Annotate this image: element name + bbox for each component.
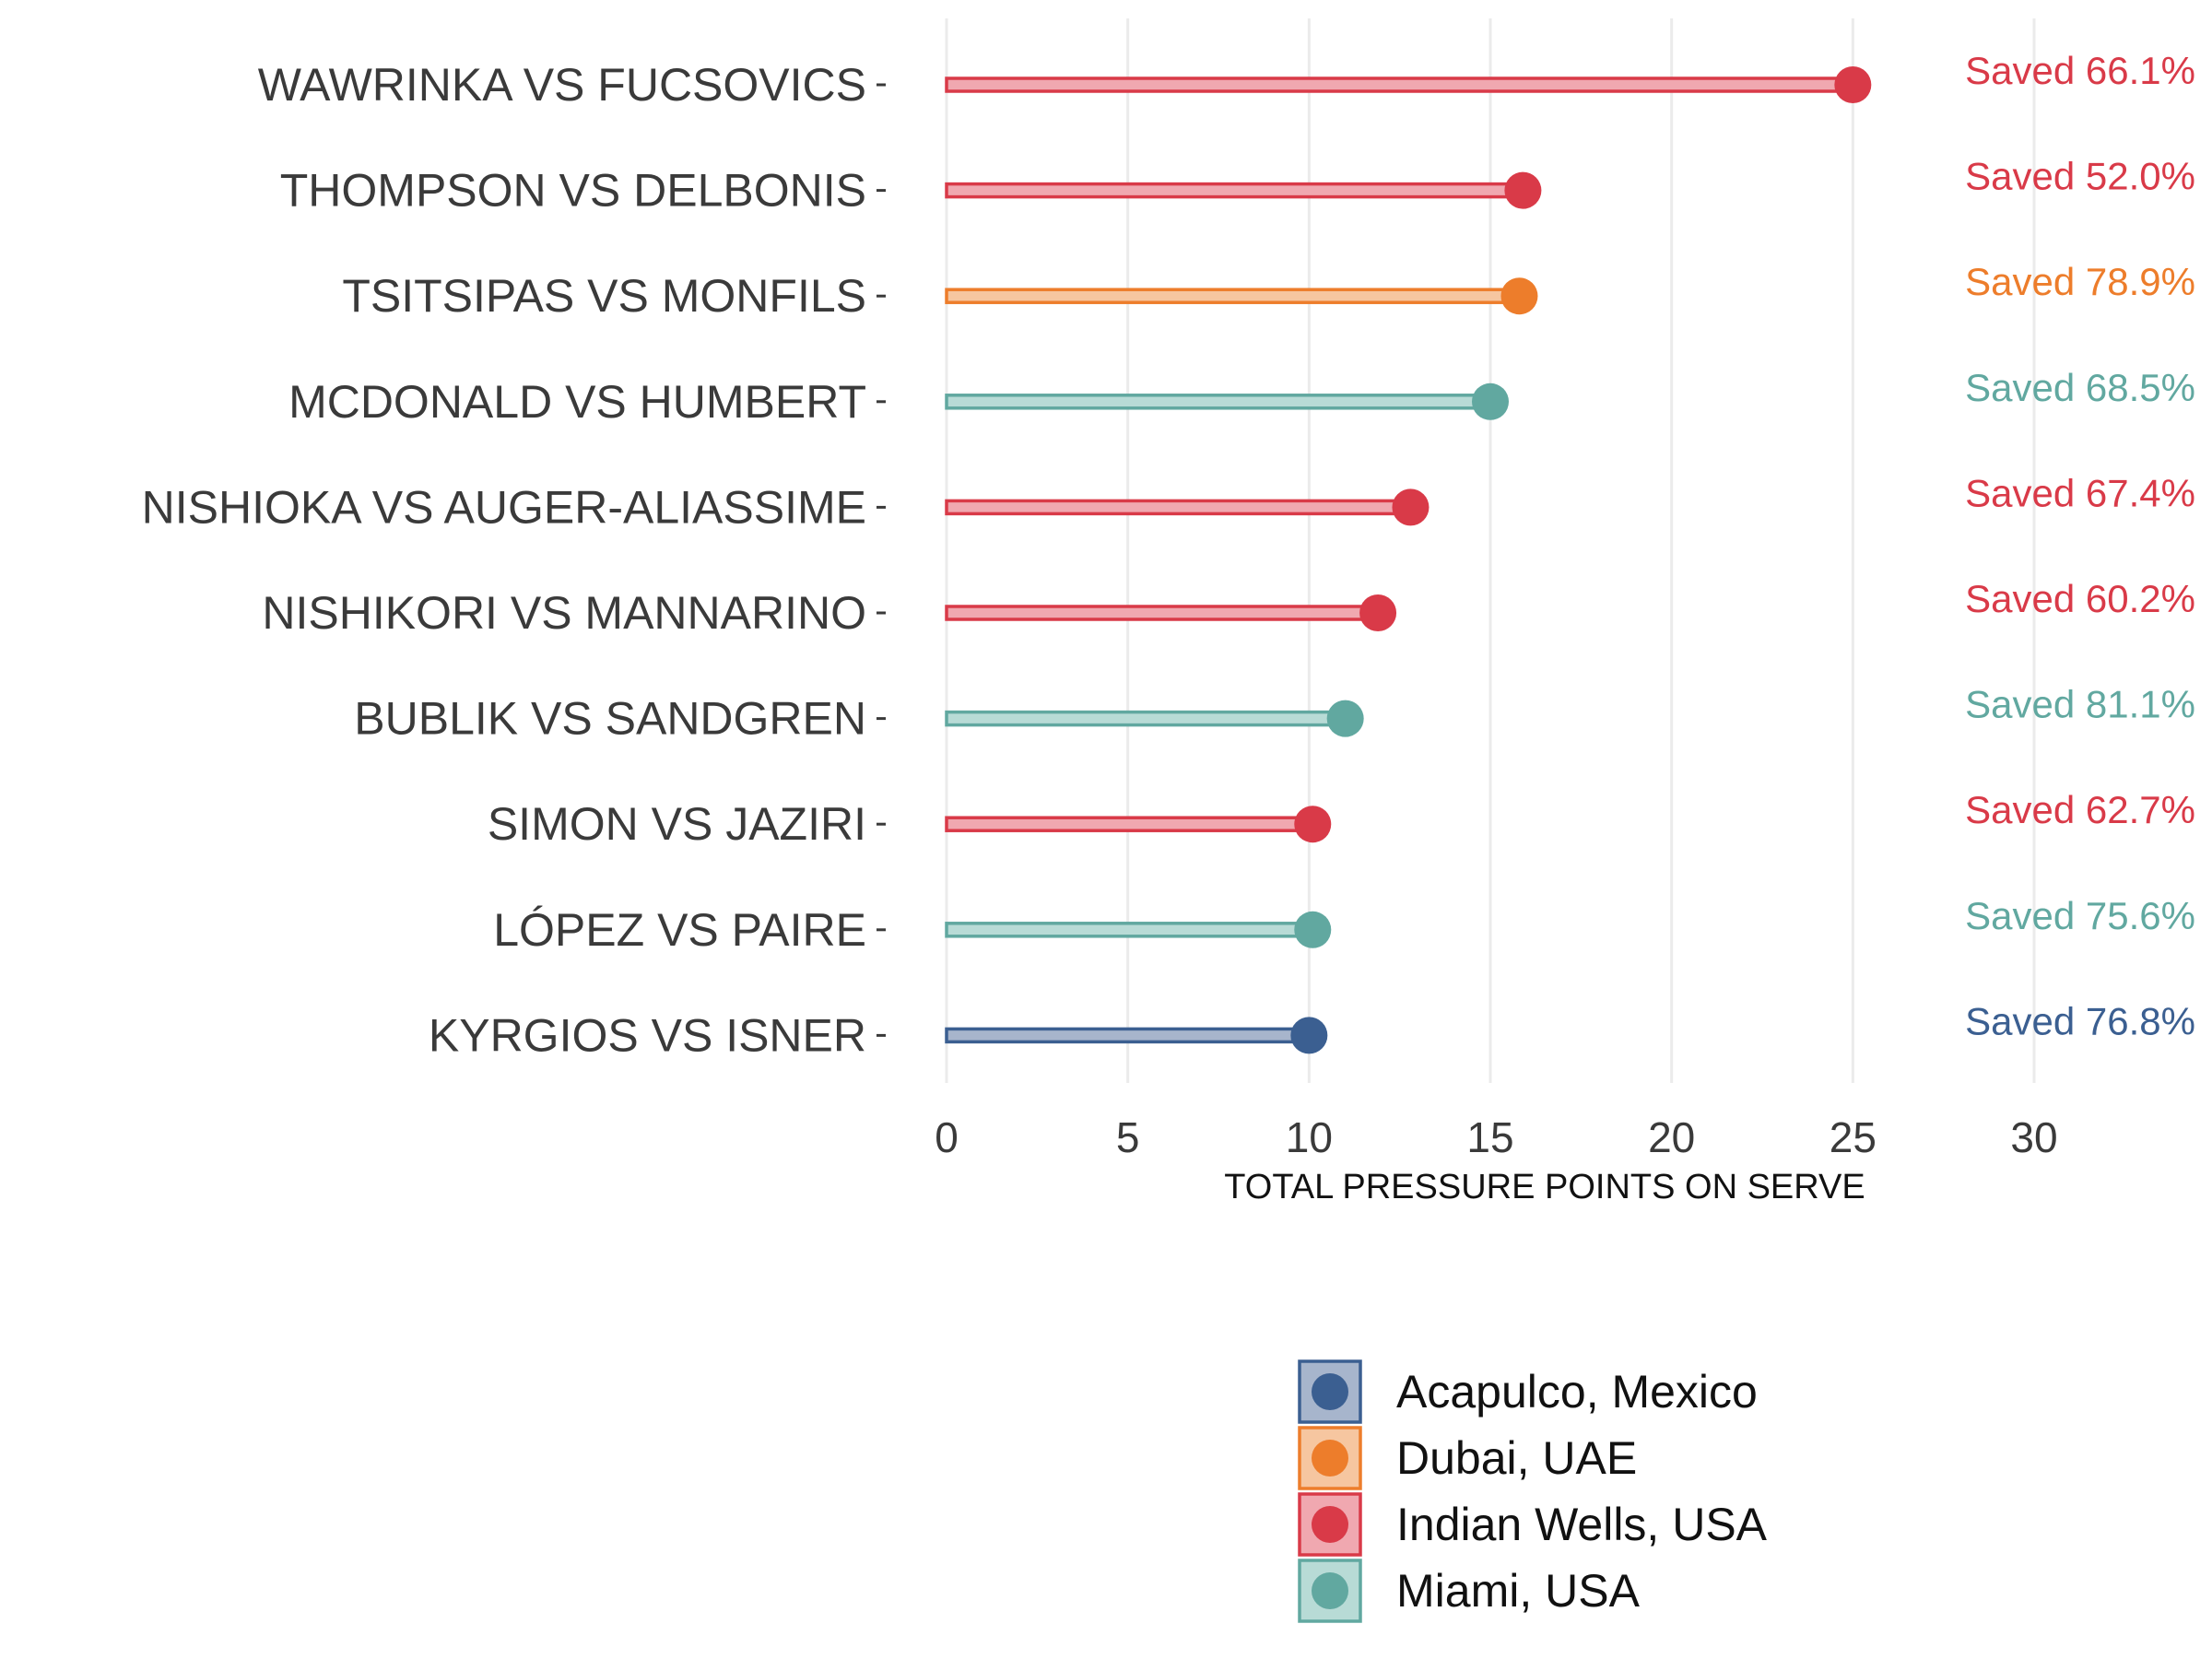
saved-annotation: Saved 52.0% bbox=[1965, 155, 2195, 198]
x-axis-title: TOTAL PRESSURE POINTS ON SERVE bbox=[1224, 1168, 1865, 1206]
lollipop-stick bbox=[945, 499, 1413, 516]
lollipop-stick bbox=[945, 1027, 1312, 1044]
legend-label: Indian Wells, USA bbox=[1396, 1499, 1768, 1550]
saved-annotation: Saved 78.9% bbox=[1965, 260, 2195, 303]
legend-label: Dubai, UAE bbox=[1396, 1432, 1637, 1484]
category-label: LÓPEZ VS PAIRE bbox=[493, 904, 866, 956]
x-tick-label: 10 bbox=[1286, 1113, 1333, 1161]
saved-annotation: Saved 66.1% bbox=[1965, 49, 2195, 92]
lollipop-dot bbox=[1392, 488, 1430, 526]
lollipop-dot bbox=[1359, 594, 1397, 631]
legend-dot bbox=[1312, 1506, 1348, 1543]
lollipop-dot bbox=[1294, 911, 1332, 948]
category-label: WAWRINKA VS FUCSOVICS bbox=[258, 59, 866, 111]
saved-annotation: Saved 62.7% bbox=[1965, 788, 2195, 831]
x-tick-label: 0 bbox=[935, 1113, 959, 1161]
x-axis: TOTAL PRESSURE POINTS ON SERVE 0 5 10 15 20 2… bbox=[935, 1113, 2057, 1206]
saved-annotation: Saved 67.4% bbox=[1965, 471, 2195, 514]
lollipop-dot bbox=[1834, 66, 1872, 103]
lollipop-dot bbox=[1326, 700, 1364, 737]
lollipop-stick bbox=[945, 76, 1855, 93]
saved-annotation: Saved 81.1% bbox=[1965, 683, 2195, 726]
x-tick-label: 25 bbox=[1830, 1113, 1877, 1161]
x-tick-label: 5 bbox=[1116, 1113, 1140, 1161]
saved-annotation: Saved 68.5% bbox=[1965, 366, 2195, 409]
lollipop-stick bbox=[945, 710, 1347, 727]
category-label: SIMON VS JAZIRI bbox=[488, 798, 866, 850]
category-label: KYRGIOS VS ISNER bbox=[429, 1009, 866, 1061]
category-label: TSITSIPAS VS MONFILS bbox=[342, 270, 866, 322]
x-tick-label: 30 bbox=[2010, 1113, 2057, 1161]
saved-annotation: Saved 60.2% bbox=[1965, 577, 2195, 620]
category-label: MCDONALD VS HUMBERT bbox=[288, 376, 866, 428]
saved-annotation: Saved 76.8% bbox=[1965, 999, 2195, 1042]
category-label: BUBLIK VS SANDGREN bbox=[354, 693, 866, 745]
legend-label: Miami, USA bbox=[1396, 1565, 1641, 1617]
lollipop-stick bbox=[945, 816, 1315, 832]
lollipop-stick bbox=[945, 288, 1522, 304]
x-tick-label: 20 bbox=[1648, 1113, 1695, 1161]
legend-dot bbox=[1312, 1572, 1348, 1609]
bar-layer bbox=[945, 66, 1872, 1054]
legend: Acapulco, Mexico Dubai, UAE Indian Wells, … bbox=[1298, 1359, 1768, 1623]
legend-label: Acapulco, Mexico bbox=[1396, 1366, 1758, 1418]
category-label: NISHIOKA VS AUGER-ALIASSIME bbox=[142, 481, 866, 533]
lollipop-stick bbox=[945, 605, 1380, 621]
x-tick-label: 15 bbox=[1466, 1113, 1513, 1161]
legend-dot bbox=[1312, 1440, 1348, 1477]
category-label: THOMPSON VS DELBONIS bbox=[280, 165, 866, 217]
lollipop-dot bbox=[1294, 806, 1332, 843]
legend-dot bbox=[1312, 1373, 1348, 1410]
label-layer: WAWRINKA VS FUCSOVICS Saved 66.1% THOMPSON… bbox=[142, 49, 2195, 1061]
lollipop-stick bbox=[945, 182, 1525, 199]
lollipop-dot bbox=[1500, 277, 1538, 315]
category-label: NISHIKORI VS MANNARINO bbox=[262, 587, 866, 639]
lollipop-stick bbox=[945, 922, 1315, 938]
lollipop-dot bbox=[1290, 1017, 1328, 1054]
lollipop-dot bbox=[1472, 382, 1509, 420]
lollipop-stick bbox=[945, 394, 1492, 410]
legend-key bbox=[1298, 1359, 1362, 1424]
saved-annotation: Saved 75.6% bbox=[1965, 894, 2195, 937]
lollipop-dot bbox=[1504, 171, 1542, 209]
